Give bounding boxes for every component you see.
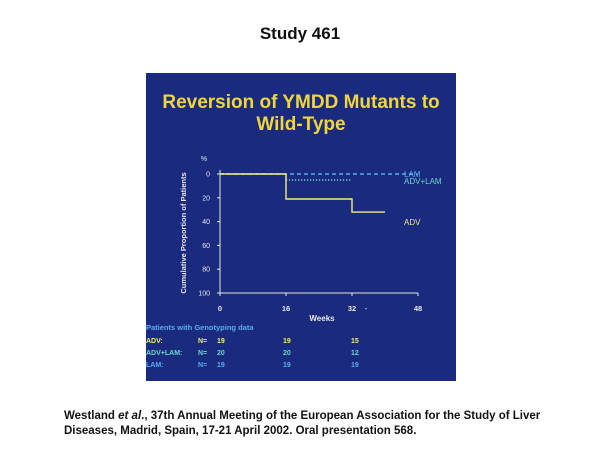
chart-title-line-1: Reversion of YMDD Mutants to	[162, 92, 439, 113]
genotype-row-label: LAM:	[146, 362, 164, 369]
legend-label-adv-lam: ADV+LAM	[404, 177, 442, 186]
genotype-row-label: ADV+LAM:	[146, 350, 182, 357]
citation-etal: et al	[118, 410, 142, 422]
y-axis-unit: %	[201, 156, 207, 163]
y-tick-label: 80	[202, 267, 210, 274]
genotype-value: 19	[217, 362, 225, 369]
x-axis-dash: -	[365, 304, 368, 313]
genotype-value: 20	[217, 350, 225, 357]
x-tick-label: 16	[282, 304, 290, 313]
page-title: Study 461	[259, 24, 341, 43]
genotype-value: 19	[217, 338, 225, 345]
genotype-value: 12	[351, 350, 359, 357]
legend-label-adv: ADV	[404, 218, 421, 227]
y-tick-label: 0	[206, 172, 210, 179]
y-tick-label: 20	[202, 195, 210, 202]
genotype-value: 19	[283, 338, 291, 345]
y-tick-label: 40	[202, 219, 210, 226]
genotype-row-label: ADV:	[146, 338, 163, 345]
genotype-value: 19	[351, 362, 359, 369]
x-tick-label: 0	[218, 304, 222, 313]
citation: Westland et al., 37th Annual Meeting of …	[64, 409, 564, 439]
chart-title-line-2: Wild-Type	[256, 114, 345, 135]
genotyping-heading: Patients with Genotyping data	[146, 323, 254, 332]
genotype-n-label: N=	[198, 350, 207, 357]
citation-rest: ., 37th Annual Meeting of the European A…	[64, 410, 541, 437]
y-tick-label: 100	[198, 291, 210, 298]
genotype-value: 20	[283, 350, 291, 357]
legend-label-lam: LAM	[404, 170, 421, 179]
genotype-n-label: N=	[198, 362, 207, 369]
x-axis-label: Weeks	[309, 314, 335, 323]
y-tick-label: 60	[202, 243, 210, 250]
genotype-value: 15	[351, 338, 359, 345]
chart: Reversion of YMDD Mutants to Wild-Type %…	[146, 92, 442, 369]
series-line-adv	[220, 173, 385, 213]
x-tick-label: 48	[414, 304, 422, 313]
genotype-value: 19	[283, 362, 291, 369]
citation-author: Westland	[64, 410, 115, 422]
slide-panel: Reversion of YMDD Mutants to Wild-Type %…	[146, 73, 456, 381]
y-axis-label: Cumulative Proportion of Patients	[179, 172, 188, 293]
genotype-n-label: N=	[198, 338, 207, 345]
x-tick-label: 32	[348, 304, 356, 313]
